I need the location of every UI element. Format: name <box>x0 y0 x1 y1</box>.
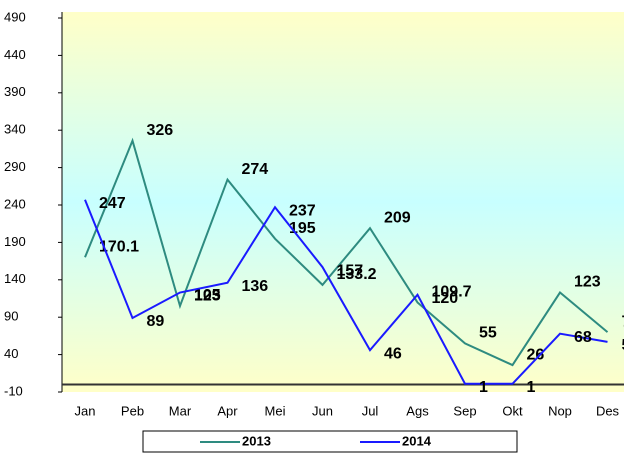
y-tick-label: 290 <box>4 159 26 174</box>
x-tick-label: Jan <box>75 403 96 418</box>
x-tick-label: Mei <box>265 403 286 418</box>
y-tick-label: 440 <box>4 47 26 62</box>
plot-area <box>62 12 624 392</box>
y-tick-label: 40 <box>4 346 18 361</box>
data-label: 237 <box>289 202 316 219</box>
data-label: 209 <box>384 209 411 226</box>
data-label: 123 <box>574 274 601 291</box>
x-tick-label: Apr <box>217 403 238 418</box>
legend-label: 2013 <box>242 433 271 448</box>
y-tick-label: 190 <box>4 234 26 249</box>
data-label: 46 <box>384 345 402 362</box>
legend <box>142 430 518 453</box>
data-label: 157 <box>337 262 364 279</box>
x-tick-label: Mar <box>169 403 192 418</box>
x-tick-label: Jun <box>312 403 333 418</box>
data-label: 89 <box>147 313 165 330</box>
data-label: 1 <box>527 379 536 396</box>
x-tick-label: Ags <box>406 403 429 418</box>
legend-label: 2014 <box>402 433 432 448</box>
y-tick-label: 140 <box>4 271 26 286</box>
data-label: 326 <box>147 122 174 139</box>
y-tick-label: 490 <box>4 9 26 24</box>
data-label: 133.2 <box>337 266 377 283</box>
x-tick-label: Jul <box>362 403 379 418</box>
x-tick-label: Nop <box>548 403 572 418</box>
y-tick-label: 390 <box>4 84 26 99</box>
data-label: 1 <box>479 379 488 396</box>
y-tick-label: 90 <box>4 309 18 324</box>
y-tick-label: 240 <box>4 196 26 211</box>
data-label: 247 <box>99 195 126 212</box>
data-label: 68 <box>574 329 592 346</box>
data-label: 274 <box>242 161 269 178</box>
x-tick-label: Okt <box>502 403 523 418</box>
data-label: 55 <box>479 325 497 342</box>
data-label: 70 <box>622 313 624 330</box>
data-label: 120 <box>432 290 459 307</box>
data-label: 136 <box>242 278 269 295</box>
series-line <box>84 137 609 367</box>
x-tick-label: Sep <box>453 403 476 418</box>
data-label: 123 <box>194 288 221 305</box>
x-tick-label: Des <box>596 403 620 418</box>
y-tick-label: -10 <box>4 383 23 398</box>
series-line <box>84 199 608 385</box>
x-tick-label: Peb <box>121 403 144 418</box>
data-label: 105 <box>194 287 221 304</box>
data-label: 109.7 <box>432 284 472 301</box>
data-label: 170.1 <box>99 239 139 256</box>
data-label: 57 <box>622 337 624 354</box>
y-tick-label: 340 <box>4 122 26 137</box>
data-label: 26 <box>527 346 545 363</box>
